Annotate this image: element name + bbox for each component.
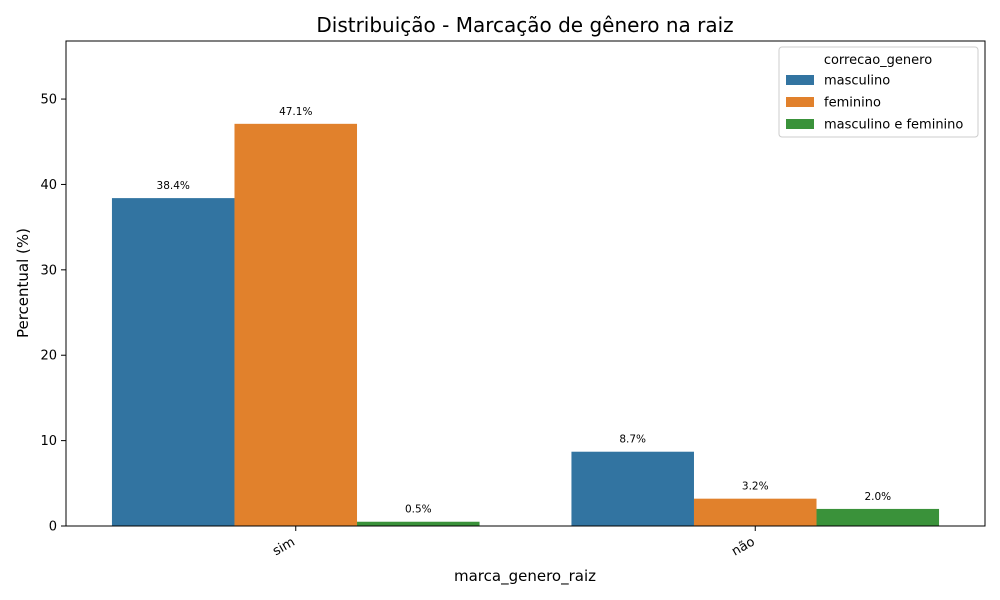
bars-group (111, 123, 940, 526)
bar-masculino-e-feminino-0 (357, 521, 480, 526)
x-axis-label: marca_genero_raiz (454, 567, 596, 586)
x-tick-label: não (729, 534, 757, 559)
chart-title: Distribuição - Marcação de gênero na rai… (316, 13, 733, 37)
data-label: 2.0% (864, 491, 891, 503)
data-label: 47.1% (279, 106, 312, 118)
plot-frame (65, 40, 986, 527)
y-tick-label: 0 (49, 520, 57, 535)
bar-masculino-1 (571, 451, 694, 526)
legend: correcao_genero masculinofemininomasculi… (778, 46, 979, 138)
legend-entry-label: masculino (824, 74, 890, 89)
legend-swatch (786, 75, 814, 85)
bar-feminino-0 (234, 123, 358, 526)
legend-swatch (786, 97, 814, 107)
y-tick-label: 30 (40, 263, 57, 278)
x-tick-label: sim (270, 535, 297, 560)
legend-box (778, 46, 979, 138)
data-label: 38.4% (157, 180, 190, 192)
data-label: 8.7% (619, 434, 646, 446)
y-axis-label: Percentual (%) (14, 228, 32, 338)
bar-masculino-0 (111, 198, 235, 526)
legend-swatch (786, 119, 814, 129)
legend-entry-label: feminino (824, 96, 881, 111)
y-tick-label: 20 (40, 349, 57, 364)
data-label: 0.5% (405, 504, 432, 516)
legend-entry-label: masculino e feminino (824, 118, 963, 133)
data-label: 3.2% (742, 481, 769, 493)
legend-items: masculino feminino masculino e feminino (786, 74, 963, 133)
legend-title: correcao_genero (824, 53, 932, 68)
bar-feminino-1 (693, 498, 817, 526)
data-labels-group: 38.4% 47.1% 0.5% 8.7% 3.2% 2.0% (157, 106, 892, 516)
y-tick-label: 50 (40, 93, 57, 108)
y-tick-label: 40 (40, 178, 57, 193)
bar-masculino-e-feminino-1 (816, 508, 940, 526)
y-tick-label: 10 (40, 434, 57, 449)
